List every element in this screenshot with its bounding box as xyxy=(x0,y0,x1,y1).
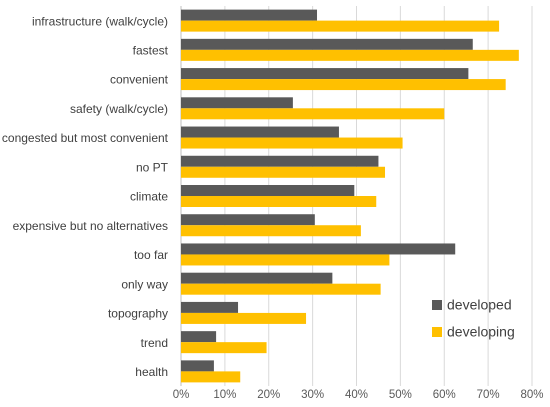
category-label: health xyxy=(135,365,168,379)
bar-developing-0 xyxy=(181,20,500,32)
category-label: expensive but no alternatives xyxy=(13,219,168,233)
category-label: congested but most convenient xyxy=(2,131,169,145)
bar-developed-6 xyxy=(181,185,355,196)
bar-developing-6 xyxy=(181,196,377,207)
x-tick-label: 60% xyxy=(433,389,456,401)
category-label: no PT xyxy=(136,160,169,174)
bar-developed-2 xyxy=(181,68,469,80)
legend-swatch-developing xyxy=(432,327,442,337)
bar-developed-3 xyxy=(181,97,293,109)
category-label: fastest xyxy=(133,44,169,58)
category-labels: infrastructure (walk/cycle) fastest conven… xyxy=(2,14,169,379)
bar-developing-8 xyxy=(181,254,390,266)
legend-label-developed: developed xyxy=(447,297,512,313)
category-label: climate xyxy=(130,190,168,204)
bar-developing-7 xyxy=(181,225,361,237)
bar-developed-5 xyxy=(181,155,379,167)
bar-developing-12 xyxy=(181,371,241,383)
category-label: convenient xyxy=(110,73,169,87)
x-tick-label: 30% xyxy=(301,389,324,401)
bar-developing-5 xyxy=(181,166,386,178)
bar-developed-4 xyxy=(181,126,339,138)
x-tick-label: 80% xyxy=(520,389,543,401)
legend-swatch-developed xyxy=(432,300,442,310)
category-label: only way xyxy=(121,277,168,291)
x-tick-label: 70% xyxy=(477,389,500,401)
bar-developed-9 xyxy=(181,272,333,284)
category-label: trend xyxy=(141,336,168,350)
x-tick-label: 0% xyxy=(173,389,190,401)
bar-developed-10 xyxy=(181,301,239,313)
bar-developed-7 xyxy=(181,214,315,226)
bar-developing-9 xyxy=(181,283,381,295)
category-label: too far xyxy=(134,248,168,262)
bar-developing-11 xyxy=(181,342,267,354)
bar-developed-12 xyxy=(181,360,214,372)
x-tick-label: 40% xyxy=(345,389,368,401)
x-tick-label: 20% xyxy=(257,389,280,401)
bar-developing-1 xyxy=(181,49,519,61)
bar-developed-11 xyxy=(181,331,217,343)
bar-developed-8 xyxy=(181,243,456,255)
x-tick-label: 50% xyxy=(389,389,412,401)
x-tick-label: 10% xyxy=(213,389,236,401)
x-tick-labels: 0% 10% 20% 30% 40% 50% 60% 70% 80% xyxy=(173,389,544,401)
bar-developing-2 xyxy=(181,79,506,91)
bar-developing-3 xyxy=(181,108,445,120)
legend: developed developing xyxy=(432,297,515,340)
category-label: topography xyxy=(108,307,168,321)
legend-label-developing: developing xyxy=(447,324,515,340)
bar-developed-1 xyxy=(181,38,473,50)
category-label: safety (walk/cycle) xyxy=(70,102,168,116)
category-label: infrastructure (walk/cycle) xyxy=(32,14,168,28)
bars xyxy=(181,9,519,383)
bar-developed-0 xyxy=(181,9,318,21)
bar-developing-10 xyxy=(181,312,307,324)
bar-developing-4 xyxy=(181,137,403,149)
